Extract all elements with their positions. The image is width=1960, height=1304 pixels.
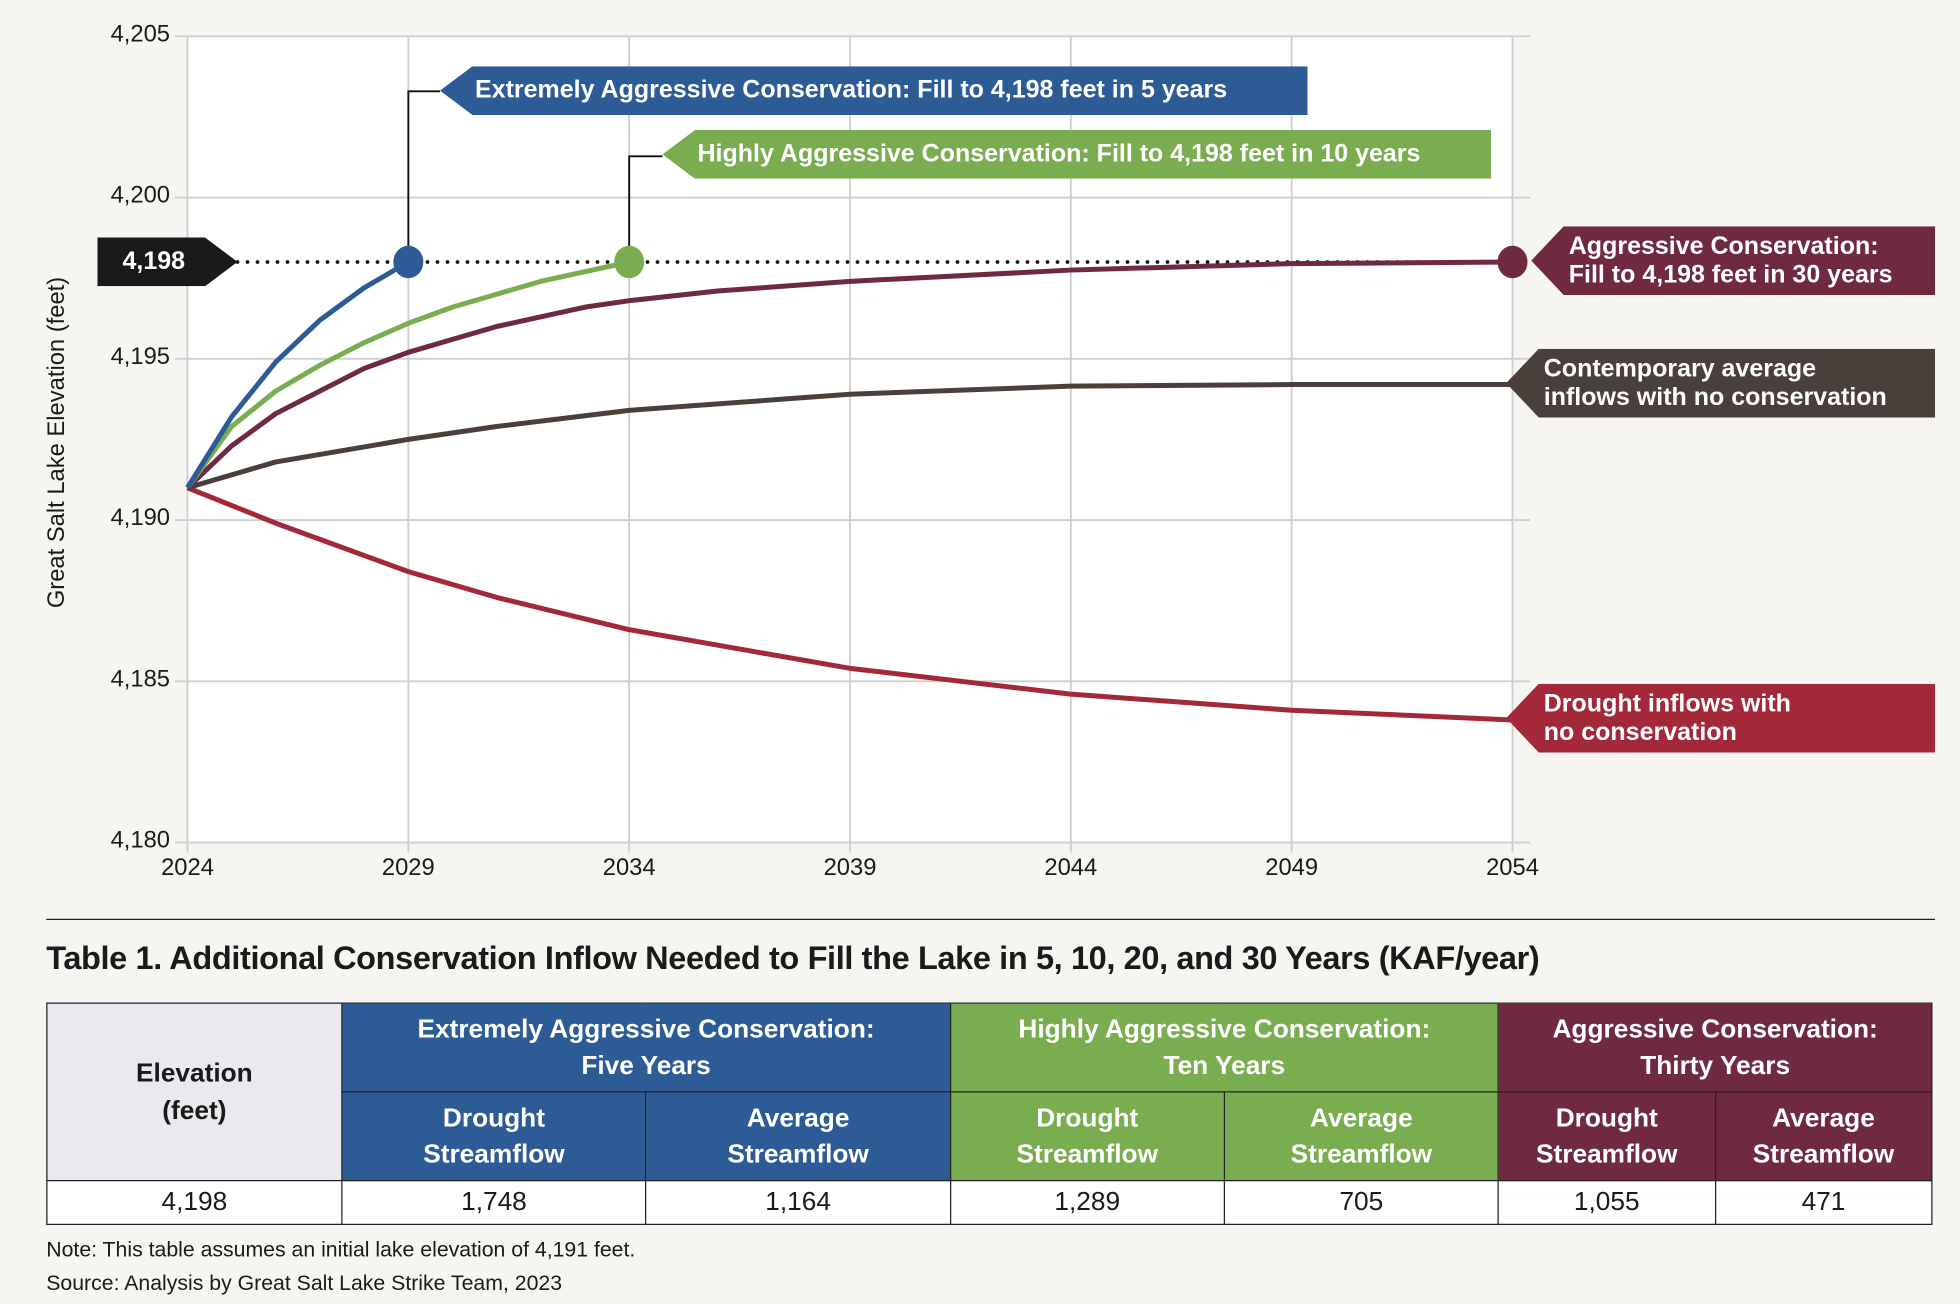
callout-average: Contemporary average inflows with no con… (1506, 348, 1935, 418)
table-note: Note: This table assumes an initial lake… (46, 1237, 636, 1262)
callout-connector (628, 155, 663, 263)
group-header: Aggressive Conservation: Thirty Years (1497, 1002, 1933, 1093)
column-header: Average Streamflow (645, 1091, 951, 1182)
header-text: Average (1310, 1103, 1413, 1133)
header-text: Highly Aggressive Conservation: (1018, 1015, 1431, 1044)
callout-line: no conservation (1543, 718, 1737, 746)
column-header: Drought Streamflow (949, 1091, 1225, 1182)
header-text: Streamflow (1016, 1140, 1159, 1169)
series-end-marker (393, 245, 424, 279)
y-tick-label: 4,195 (110, 343, 170, 370)
header-text: Aggressive Conservation: (1552, 1015, 1878, 1044)
table-cell: 1,748 (341, 1180, 647, 1225)
x-tick-label: 2054 (1486, 855, 1539, 882)
header-text: Average (746, 1103, 850, 1133)
y-axis-label: Great Salt Lake Elevation (feet) (43, 276, 70, 609)
header-text: Thirty Years (1640, 1051, 1791, 1080)
header-text: Streamflow (423, 1140, 565, 1169)
y-tick-label: 4,180 (110, 827, 170, 854)
header-text: Streamflow (727, 1140, 869, 1169)
divider (46, 918, 1935, 920)
x-tick-label: 2034 (602, 855, 656, 882)
y-tick-label: 4,200 (110, 182, 170, 209)
header-text: Ten Years (1163, 1051, 1286, 1080)
header-text: Average (1772, 1103, 1875, 1133)
x-tick-label: 2024 (161, 855, 214, 882)
callout-line: inflows with no conservation (1543, 383, 1887, 411)
callout-connector (407, 90, 440, 263)
table-cell: 1,164 (645, 1180, 951, 1225)
table-cell: 1,055 (1497, 1180, 1716, 1225)
x-tick-label: 2044 (1044, 855, 1098, 882)
header-text: Drought (1036, 1103, 1139, 1133)
group-header: Extremely Aggressive Conservation: Five Y… (341, 1002, 951, 1093)
callout-aggressive: Aggressive Conservation: Fill to 4,198 f… (1531, 226, 1935, 295)
series-line (185, 259, 630, 490)
x-tick-label: 2049 (1265, 855, 1319, 882)
series-line (186, 485, 1513, 723)
column-header: Average Streamflow (1223, 1091, 1500, 1182)
column-header: Drought Streamflow (1497, 1091, 1716, 1182)
x-tick-label: 2029 (381, 855, 435, 882)
header-text: Streamflow (1536, 1140, 1678, 1169)
row-header-cell: Elevation (feet) (46, 1002, 343, 1182)
header-text: Elevation (136, 1058, 253, 1087)
callout-drought: Drought inflows with no conservation (1506, 683, 1935, 753)
callout-line: Aggressive Conservation: (1568, 231, 1879, 260)
group-header: Highly Aggressive Conservation: Ten Years (949, 1002, 1500, 1093)
callout-extreme: Extremely Aggressive Conservation: Fill … (440, 66, 1308, 115)
header-text: Drought (1555, 1103, 1658, 1133)
series-line (185, 259, 1513, 490)
callout-high: Highly Aggressive Conservation: Fill to … (662, 130, 1492, 179)
data-table: Elevation (feet) Extremely Aggressive Co… (46, 1002, 1933, 1225)
callout-line: Contemporary average (1543, 354, 1817, 382)
table-source: Source: Analysis by Great Salt Lake Stri… (46, 1271, 563, 1295)
series-end-marker (1497, 245, 1528, 279)
header-text: Extremely Aggressive Conservation: (417, 1015, 875, 1044)
reference-label: 4,198 (97, 237, 238, 287)
y-tick-label: 4,185 (110, 666, 170, 693)
header-text: Streamflow (1290, 1140, 1433, 1169)
header-text: Drought (442, 1103, 545, 1133)
callout-line: Fill to 4,198 feet in 30 years (1568, 260, 1893, 289)
series-end-marker (614, 245, 645, 279)
column-header: Average Streamflow (1714, 1091, 1933, 1182)
header-text: Five Years (581, 1051, 711, 1080)
table-cell: 471 (1714, 1180, 1933, 1225)
table-cell: 1,289 (949, 1180, 1225, 1225)
header-text: (feet) (162, 1095, 227, 1125)
y-tick-label: 4,190 (110, 505, 170, 532)
header-text: Streamflow (1752, 1140, 1895, 1169)
y-tick-label: 4,205 (110, 21, 170, 48)
table-cell: 4,198 (46, 1180, 343, 1225)
series-line (186, 382, 1513, 491)
x-tick-label: 2039 (823, 855, 877, 882)
callout-line: Drought inflows with (1543, 689, 1791, 717)
table-cell: 705 (1223, 1180, 1500, 1225)
table-title: Table 1. Additional Conservation Inflow … (46, 938, 1540, 977)
series-line (185, 259, 410, 490)
column-header: Drought Streamflow (341, 1091, 647, 1182)
